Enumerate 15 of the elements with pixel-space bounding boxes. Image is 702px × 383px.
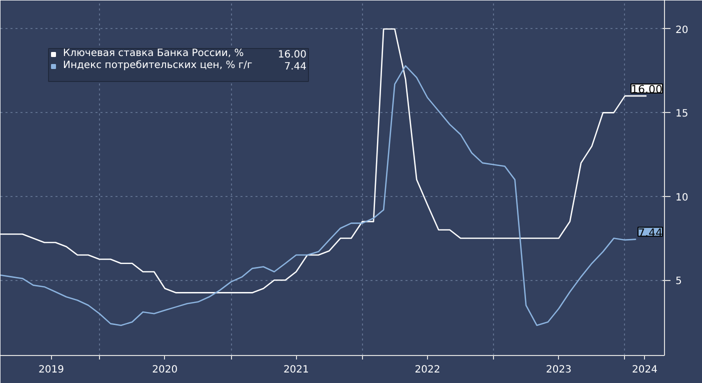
x-tick-label: 2021 [283,364,309,376]
text: 16.00 [278,50,307,60]
legend-label: Ключевая ставка Банка России, % [63,48,244,59]
x-tick-label: 2022 [414,364,440,376]
y-tick-label: 5 [676,276,682,288]
legend-label: Индекс потребительских цен, % г/г [63,60,252,71]
data-label: 7.44 [638,226,663,240]
x-tick-label: 2019 [38,364,64,376]
y-tick-label: 20 [676,24,688,36]
y-tick-label: 10 [676,192,688,204]
y-tick-label: 15 [676,108,688,120]
text: 7.44 [284,62,306,72]
x-tick-label: 2023 [546,364,572,376]
x-tick-label: 2020 [152,364,178,376]
x-tick-label: 2024 [632,364,658,376]
